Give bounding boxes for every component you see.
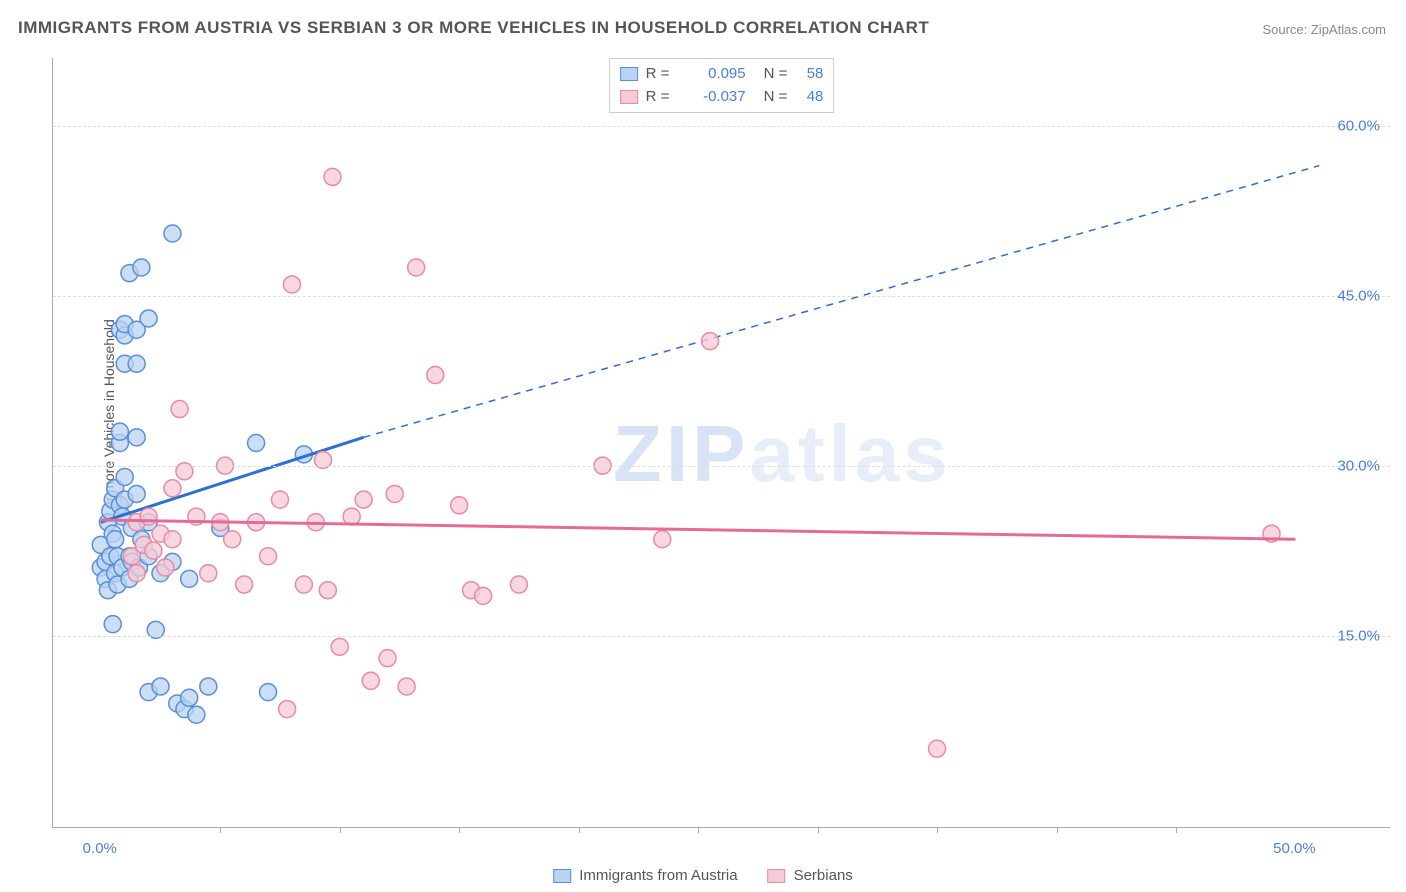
legend-label: Immigrants from Austria	[579, 867, 737, 884]
x-tick	[1057, 827, 1058, 833]
data-point	[248, 435, 265, 452]
data-point	[140, 508, 157, 525]
data-point	[271, 491, 288, 508]
swatch-pink	[768, 869, 786, 883]
data-point	[236, 576, 253, 593]
data-point	[283, 276, 300, 293]
data-point	[475, 587, 492, 604]
data-point	[386, 485, 403, 502]
data-point	[111, 423, 128, 440]
r-value-pink: -0.037	[686, 86, 746, 109]
n-label: N =	[764, 63, 788, 86]
data-point	[145, 542, 162, 559]
data-point	[181, 570, 198, 587]
x-tick	[698, 827, 699, 833]
n-label: N =	[764, 86, 788, 109]
data-point	[181, 689, 198, 706]
data-point	[654, 531, 671, 548]
y-tick-label: 15.0%	[1337, 627, 1380, 644]
swatch-blue	[553, 869, 571, 883]
r-label: R =	[646, 86, 678, 109]
data-point	[164, 480, 181, 497]
correlation-legend: R = 0.095 N = 58 R = -0.037 N = 48	[609, 58, 835, 113]
x-tick	[220, 827, 221, 833]
data-point	[260, 548, 277, 565]
data-point	[398, 678, 415, 695]
data-point	[510, 576, 527, 593]
data-point	[128, 565, 145, 582]
data-point	[295, 576, 312, 593]
x-tick	[459, 827, 460, 833]
data-point	[408, 259, 425, 276]
data-point	[331, 638, 348, 655]
data-point	[362, 672, 379, 689]
chart-title: IMMIGRANTS FROM AUSTRIA VS SERBIAN 3 OR …	[18, 18, 929, 38]
data-point	[702, 333, 719, 350]
data-point	[128, 485, 145, 502]
gridline	[53, 466, 1390, 467]
r-value-blue: 0.095	[686, 63, 746, 86]
legend-label: Serbians	[794, 867, 853, 884]
swatch-blue	[620, 67, 638, 81]
y-tick-label: 60.0%	[1337, 117, 1380, 134]
x-tick-label: 0.0%	[83, 840, 117, 857]
data-point	[171, 401, 188, 418]
chart-area: ZIPatlas R = 0.095 N = 58 R = -0.037 N =…	[52, 58, 1390, 828]
data-point	[200, 678, 217, 695]
x-tick	[340, 827, 341, 833]
data-point	[116, 468, 133, 485]
data-point	[427, 367, 444, 384]
data-point	[224, 531, 241, 548]
data-point	[140, 310, 157, 327]
legend-item-pink: Serbians	[768, 867, 853, 884]
scatter-plot	[53, 58, 1390, 827]
gridline	[53, 636, 1390, 637]
data-point	[157, 559, 174, 576]
gridline	[53, 296, 1390, 297]
legend-item-blue: Immigrants from Austria	[553, 867, 737, 884]
y-tick-label: 45.0%	[1337, 287, 1380, 304]
data-point	[128, 355, 145, 372]
n-value-pink: 48	[795, 86, 823, 109]
gridline	[53, 126, 1390, 127]
data-point	[319, 582, 336, 599]
data-point	[152, 678, 169, 695]
bottom-legend: Immigrants from Austria Serbians	[553, 867, 853, 884]
data-point	[929, 740, 946, 757]
data-point	[133, 259, 150, 276]
data-point	[188, 706, 205, 723]
trend-line-dashed	[364, 166, 1320, 438]
data-point	[164, 225, 181, 242]
data-point	[379, 650, 396, 667]
legend-row-blue: R = 0.095 N = 58	[620, 63, 824, 86]
x-tick	[1176, 827, 1177, 833]
data-point	[451, 497, 468, 514]
data-point	[128, 429, 145, 446]
data-point	[164, 531, 181, 548]
trend-line	[101, 437, 364, 522]
source-label: Source: ZipAtlas.com	[1262, 22, 1386, 37]
n-value-blue: 58	[795, 63, 823, 86]
swatch-pink	[620, 90, 638, 104]
data-point	[107, 531, 124, 548]
y-tick-label: 30.0%	[1337, 457, 1380, 474]
data-point	[324, 168, 341, 185]
r-label: R =	[646, 63, 678, 86]
x-tick	[937, 827, 938, 833]
x-tick-label: 50.0%	[1273, 840, 1316, 857]
data-point	[260, 684, 277, 701]
trend-line	[101, 520, 1296, 539]
data-point	[279, 701, 296, 718]
x-tick	[818, 827, 819, 833]
legend-row-pink: R = -0.037 N = 48	[620, 86, 824, 109]
data-point	[104, 616, 121, 633]
data-point	[200, 565, 217, 582]
x-tick	[579, 827, 580, 833]
data-point	[355, 491, 372, 508]
